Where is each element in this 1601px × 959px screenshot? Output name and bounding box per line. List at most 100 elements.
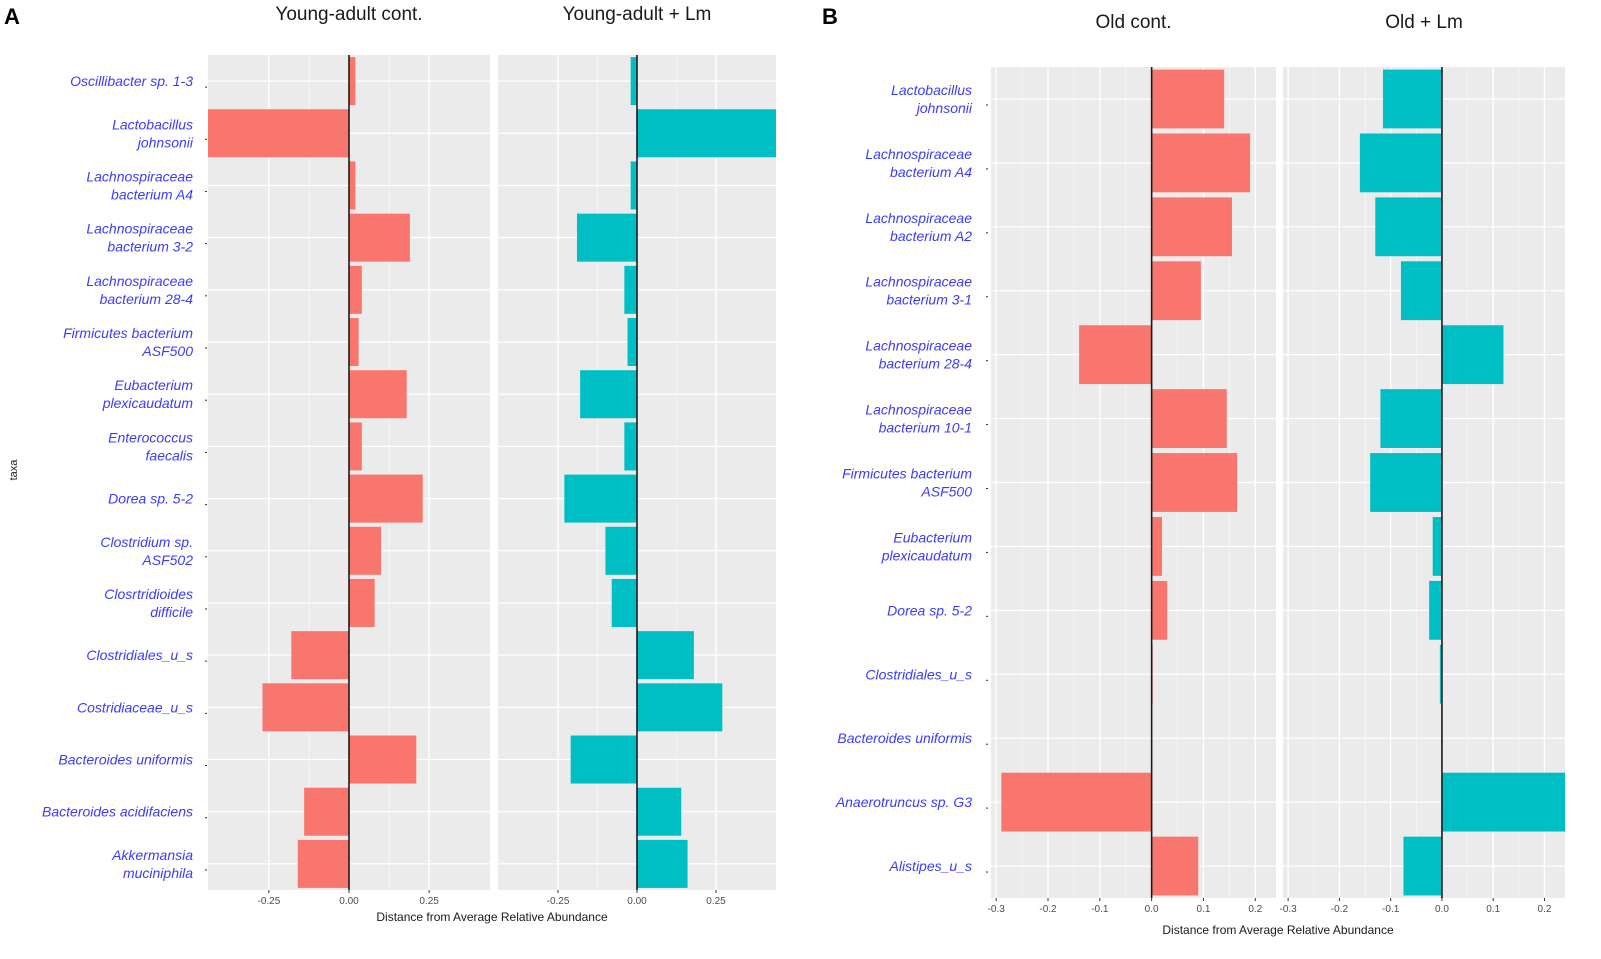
facet-young-adult-cont: -0.25 0.00 0.25 Young-adult cont. (208, 4, 490, 907)
bar-costridiaceae-u-s (637, 683, 723, 732)
panel-letter-a: A (4, 4, 20, 29)
taxon-label: Lachnospiraceae bacterium A4 (865, 146, 972, 180)
taxon-label: Clostridium sp. ASF502 (100, 534, 193, 568)
bar-lachnospiraceae-bacterium-28-4 (1079, 325, 1152, 385)
bar-firmicutes-bacterium-asf500 (627, 318, 637, 367)
facet-title: Young-adult + Lm (563, 4, 712, 25)
bar-clostridium-sp-asf502 (349, 526, 382, 575)
bar-lachnospiraceae-bacterium-10-1 (1151, 389, 1227, 448)
taxon-label: Lactobacillus johnsonii (112, 116, 194, 150)
facet-title: Old + Lm (1385, 12, 1463, 33)
bar-anaerotruncus-sp-g3 (1441, 772, 1565, 832)
bar-lachnospiraceae-bacterium-a2 (1151, 197, 1232, 257)
bar-closrtridioides-difficile (611, 578, 637, 627)
bar-eubacterium-plexicaudatum (1432, 517, 1442, 576)
x-axis-title: Distance from Average Relative Abundance (376, 910, 608, 924)
bar-alistipes-u-s (1151, 836, 1199, 896)
taxon-label: Oscillibacter sp. 1-3 (70, 73, 193, 89)
facet-title: Young-adult cont. (275, 4, 422, 25)
bar-dorea-sp-5-2 (349, 474, 423, 523)
facet-young-adult-lm: -0.25 0.00 0.25 Young-adult + Lm (498, 4, 776, 907)
bar-oscillibacter-sp-1-3 (349, 57, 356, 106)
bar-enterococcus-faecalis (624, 422, 637, 471)
bar-clostridium-sp-asf502 (605, 526, 637, 575)
bar-firmicutes-bacterium-asf500 (1151, 453, 1238, 512)
bar-clostridiales-u-s (1439, 644, 1442, 704)
taxon-label: Firmicutes bacterium ASF500 (63, 325, 193, 359)
taxon-label: Lachnospiraceae bacterium 28-4 (86, 273, 193, 307)
taxon-label: Lachnospiraceae bacterium 3-1 (865, 274, 972, 308)
taxon-label: Lachnospiraceae bacterium 10-1 (865, 402, 972, 436)
bar-costridiaceae-u-s (262, 683, 349, 732)
taxon-label: Eubacterium plexicaudatum (102, 377, 194, 411)
bar-lactobacillus-johnsonii (637, 109, 776, 158)
bar-bacteroides-uniformis (349, 735, 417, 784)
taxon-label: Lachnospiraceae bacterium 28-4 (865, 338, 972, 372)
bar-lachnospiraceae-bacterium-a4 (349, 161, 356, 210)
x-tick-label: -0.1 (1091, 904, 1109, 915)
bar-dorea-sp-5-2 (1429, 580, 1442, 640)
bar-lachnospiraceae-bacterium-a4 (1151, 133, 1251, 193)
x-axis-title: Distance from Average Relative Abundance (1162, 923, 1394, 937)
bar-bacteroides-acidifaciens (304, 787, 349, 836)
bar-lachnospiraceae-bacterium-3-1 (1400, 261, 1442, 321)
x-tick-label: 0.2 (1248, 904, 1262, 915)
taxon-label: Anaerotruncus sp. G3 (835, 794, 972, 810)
chart-panel-b: Lactobacillus johnsonii Lachnospiraceae bac… (835, 12, 1565, 937)
taxon-label: Costridiaceae_u_s (77, 699, 193, 715)
bar-anaerotruncus-sp-g3 (1001, 772, 1152, 832)
taxon-label: Eubacterium plexicaudatum (881, 529, 973, 563)
taxon-label: Lactobacillus johnsonii (891, 82, 973, 116)
x-tick-label: 0.00 (339, 896, 359, 907)
x-tick-label: -0.25 (547, 896, 570, 907)
facet-old-lm: -0.3 -0.2 -0.1 0.0 0.1 0.2 Old + Lm (1280, 12, 1565, 915)
bar-lachnospiraceae-bacterium-28-4 (349, 265, 362, 314)
x-tick-label: -0.3 (988, 904, 1006, 915)
x-tick-label: 0.1 (1197, 904, 1211, 915)
x-tick-label: -0.3 (1280, 904, 1298, 915)
x-tick-label: -0.1 (1382, 904, 1400, 915)
taxon-label: Alistipes_u_s (889, 858, 973, 874)
bar-lachnospiraceae-bacterium-10-1 (1380, 389, 1442, 448)
x-tick-label: -0.2 (1331, 904, 1349, 915)
x-tick-label: 0.25 (706, 896, 726, 907)
taxon-label: Akkermansia muciniphila (111, 847, 193, 881)
bar-bacteroides-acidifaciens (637, 787, 682, 836)
taxon-label: Lachnospiraceae bacterium A4 (86, 168, 193, 202)
bar-firmicutes-bacterium-asf500 (1370, 453, 1442, 512)
taxon-label: Dorea sp. 5-2 (108, 491, 193, 507)
bar-lachnospiraceae-bacterium-28-4 (1441, 325, 1504, 385)
taxon-label: Dorea sp. 5-2 (887, 602, 972, 618)
x-tick-label: -0.2 (1039, 904, 1057, 915)
panel-letter-b: B (822, 4, 838, 29)
bar-oscillibacter-sp-1-3 (630, 57, 637, 106)
bar-lactobacillus-johnsonii (1382, 69, 1442, 129)
x-tick-label: 0.25 (419, 896, 439, 907)
bar-clostridiales-u-s (291, 631, 349, 680)
bar-akkermansia-muciniphila (297, 839, 349, 888)
y-axis-title: taxa (8, 459, 20, 481)
chart-panel-a: Oscillibacter sp. 1-3 Lactobacillus johnso… (8, 4, 776, 924)
bar-lachnospiraceae-bacterium-3-1 (1151, 261, 1201, 321)
bar-dorea-sp-5-2 (1151, 580, 1168, 640)
x-tick-label: 0.0 (1145, 904, 1159, 915)
x-tick-label: 0.2 (1538, 904, 1552, 915)
bar-lachnospiraceae-bacterium-3-2 (349, 213, 410, 262)
x-tick-label: 0.00 (627, 896, 647, 907)
bar-clostridiales-u-s (637, 631, 694, 680)
bar-akkermansia-muciniphila (637, 839, 688, 888)
taxon-label: Lachnospiraceae bacterium 3-2 (86, 221, 193, 255)
bar-eubacterium-plexicaudatum (580, 370, 637, 419)
bar-firmicutes-bacterium-asf500 (349, 318, 359, 367)
taxon-label: Clostridiales_u_s (86, 647, 193, 663)
bar-bacteroides-uniformis (570, 735, 637, 784)
bar-dorea-sp-5-2 (564, 474, 637, 523)
facet-old-cont: -0.3 -0.2 -0.1 0.0 0.1 0.2 Old cont. (988, 12, 1276, 915)
bar-lachnospiraceae-bacterium-a4 (630, 161, 637, 210)
bar-closrtridioides-difficile (349, 578, 375, 627)
taxon-label: Bacteroides uniformis (58, 752, 193, 768)
bar-lachnospiraceae-bacterium-3-2 (576, 213, 637, 262)
taxon-label: Lachnospiraceae bacterium A2 (865, 210, 972, 244)
x-tick-label: 0.0 (1435, 904, 1449, 915)
